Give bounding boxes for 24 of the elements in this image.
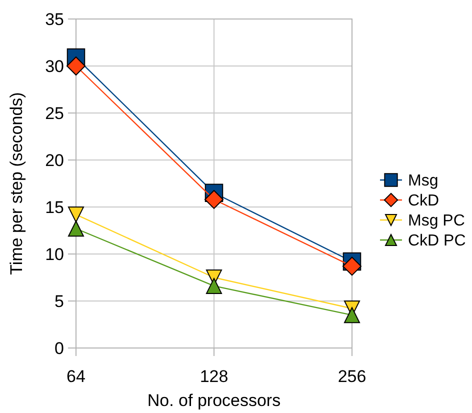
point — [204, 190, 224, 209]
y-tick-label: 35 — [45, 10, 64, 29]
y-tick-label: 25 — [45, 104, 64, 123]
point — [342, 256, 362, 276]
point — [68, 206, 84, 223]
y-tick-label: 10 — [45, 244, 64, 264]
legend-label: CkD — [408, 192, 440, 210]
legend-label: Msg — [408, 172, 438, 190]
legend-label: CkD PC — [408, 232, 466, 250]
y-axis-title: Time per step (seconds) — [7, 92, 26, 275]
x-axis-title: No. of processors — [147, 391, 281, 410]
point — [66, 56, 86, 76]
x-tick-label: 256 — [338, 367, 366, 386]
point — [206, 278, 222, 294]
y-tick-label: 5 — [54, 292, 64, 311]
legend-label: Msg PC — [408, 212, 465, 230]
y-tick-label: 30 — [45, 56, 64, 76]
y-tick-label: 15 — [45, 198, 64, 217]
point — [68, 220, 84, 237]
y-tick-label: 0 — [54, 338, 64, 358]
x-tick-label: 64 — [66, 367, 86, 386]
y-tick-label: 20 — [45, 150, 64, 170]
point — [344, 307, 360, 324]
x-tick-label: 128 — [200, 367, 228, 386]
